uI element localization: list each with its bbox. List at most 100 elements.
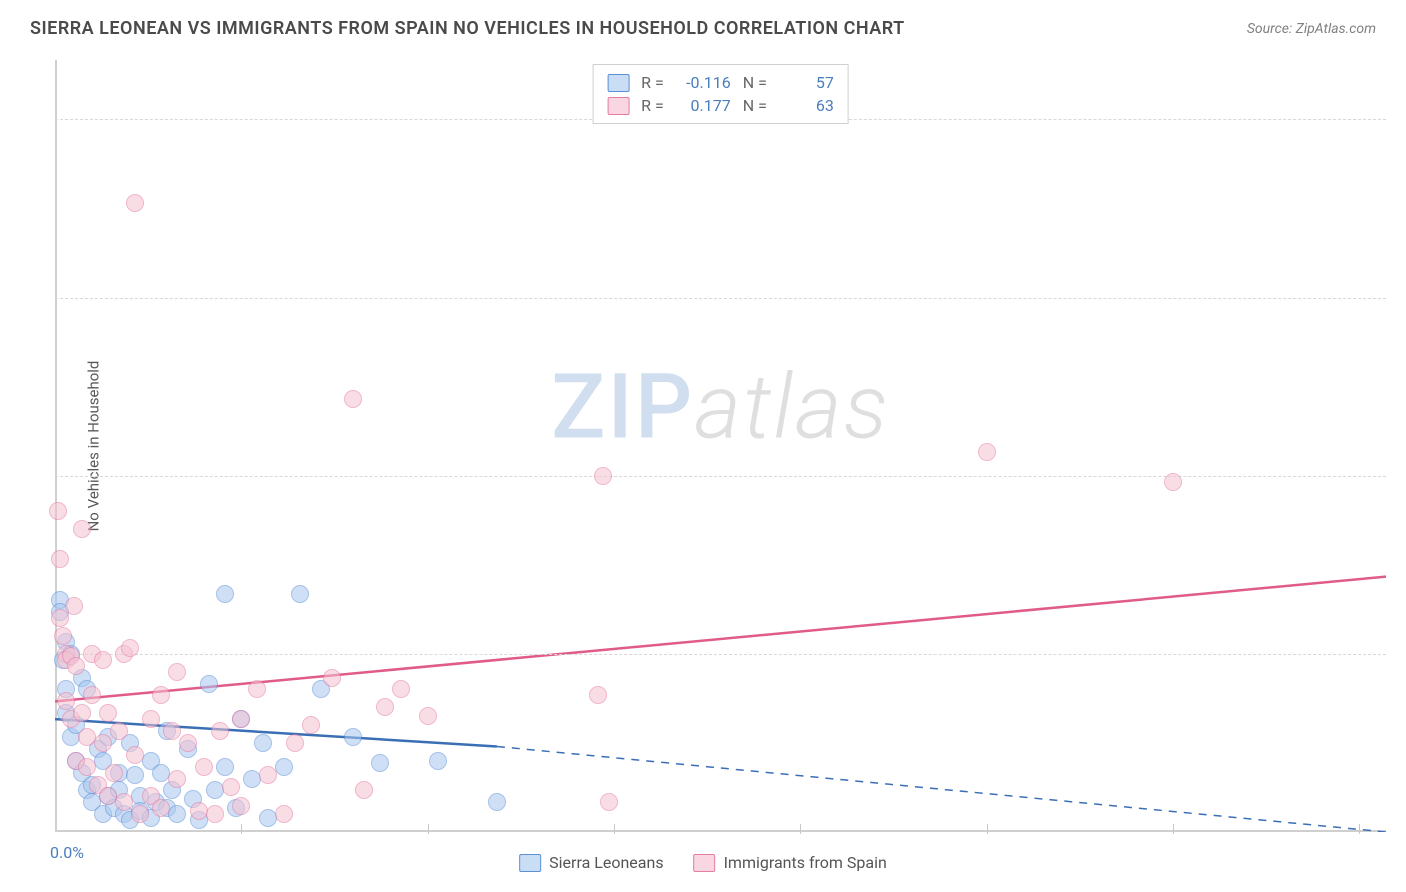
- data-point: [371, 754, 389, 772]
- data-point: [115, 793, 133, 811]
- n-value-pink: 63: [779, 96, 834, 115]
- data-point: [126, 194, 144, 212]
- data-point: [152, 799, 170, 817]
- data-point: [344, 728, 362, 746]
- data-point: [105, 764, 123, 782]
- data-point: [57, 692, 75, 710]
- grid-line: [55, 476, 1386, 477]
- data-point: [78, 758, 96, 776]
- watermark-atlas: atlas: [694, 355, 890, 460]
- data-point: [323, 669, 341, 687]
- data-point: [419, 707, 437, 725]
- data-point: [259, 766, 277, 784]
- x-tick: [241, 824, 242, 834]
- x-tick: [614, 824, 615, 834]
- data-point: [168, 770, 186, 788]
- stats-row-pink: R = 0.177 N = 63: [607, 94, 834, 117]
- data-point: [94, 651, 112, 669]
- data-point: [355, 781, 373, 799]
- legend-label-pink: Immigrants from Spain: [724, 853, 887, 872]
- data-point: [168, 663, 186, 681]
- data-point: [126, 766, 144, 784]
- data-point: [211, 722, 229, 740]
- data-point: [206, 805, 224, 823]
- swatch-pink-icon: [607, 97, 629, 115]
- data-point: [589, 686, 607, 704]
- swatch-blue-icon: [519, 854, 541, 872]
- data-point: [99, 704, 117, 722]
- data-point: [152, 686, 170, 704]
- data-point: [179, 734, 197, 752]
- data-point: [248, 680, 266, 698]
- data-point: [275, 758, 293, 776]
- x-tick: [800, 824, 801, 834]
- data-point: [121, 639, 139, 657]
- x-origin-label: 0.0%: [50, 843, 84, 862]
- stats-legend-box: R = -0.116 N = 57 R = 0.177 N = 63: [592, 64, 849, 124]
- x-axis-line: [55, 830, 1386, 832]
- r-label: R =: [641, 73, 664, 92]
- data-point: [54, 627, 72, 645]
- bottom-legend: Sierra Leoneans Immigrants from Spain: [519, 853, 887, 872]
- data-point: [67, 657, 85, 675]
- stats-row-blue: R = -0.116 N = 57: [607, 71, 834, 94]
- grid-line: [55, 654, 1386, 655]
- data-point: [73, 520, 91, 538]
- data-point: [142, 710, 160, 728]
- data-point: [83, 686, 101, 704]
- data-point: [232, 710, 250, 728]
- legend-item-blue: Sierra Leoneans: [519, 853, 663, 872]
- data-point: [110, 722, 128, 740]
- r-value-pink: 0.177: [676, 96, 731, 115]
- trend-lines: [55, 60, 1386, 832]
- r-value-blue: -0.116: [676, 73, 731, 92]
- data-point: [73, 704, 91, 722]
- data-point: [376, 698, 394, 716]
- data-point: [222, 778, 240, 796]
- grid-line: [55, 298, 1386, 299]
- data-point: [94, 734, 112, 752]
- data-point: [126, 746, 144, 764]
- n-label: N =: [743, 73, 767, 92]
- data-point: [51, 550, 69, 568]
- n-value-blue: 57: [779, 73, 834, 92]
- chart-title: SIERRA LEONEAN VS IMMIGRANTS FROM SPAIN …: [30, 18, 905, 39]
- data-point: [488, 793, 506, 811]
- data-point: [168, 805, 186, 823]
- r-label: R =: [641, 96, 664, 115]
- data-point: [131, 805, 149, 823]
- data-point: [190, 802, 208, 820]
- x-tick: [1173, 824, 1174, 834]
- data-point: [429, 752, 447, 770]
- swatch-blue-icon: [607, 74, 629, 92]
- data-point: [594, 467, 612, 485]
- data-point: [232, 797, 250, 815]
- data-point: [49, 502, 67, 520]
- data-point: [200, 675, 218, 693]
- legend-item-pink: Immigrants from Spain: [694, 853, 887, 872]
- source-attribution: Source: ZipAtlas.com: [1247, 21, 1376, 37]
- data-point: [302, 716, 320, 734]
- data-point: [163, 722, 181, 740]
- x-tick: [428, 824, 429, 834]
- swatch-pink-icon: [694, 854, 716, 872]
- data-point: [392, 680, 410, 698]
- data-point: [286, 734, 304, 752]
- watermark: ZIPatlas: [551, 355, 890, 460]
- x-tick: [987, 824, 988, 834]
- data-point: [254, 734, 272, 752]
- x-tick: [1359, 824, 1360, 834]
- data-point: [344, 390, 362, 408]
- data-point: [216, 758, 234, 776]
- watermark-zip: ZIP: [551, 355, 694, 460]
- data-point: [978, 443, 996, 461]
- n-label: N =: [743, 96, 767, 115]
- data-point: [216, 585, 234, 603]
- data-point: [291, 585, 309, 603]
- chart-plot-area: ZIPatlas 15.0%30.0%45.0%60.0% 0.0% 25.0%…: [55, 60, 1386, 832]
- data-point: [1164, 473, 1182, 491]
- data-point: [65, 597, 83, 615]
- data-point: [195, 758, 213, 776]
- legend-label-blue: Sierra Leoneans: [549, 853, 663, 872]
- data-point: [600, 793, 618, 811]
